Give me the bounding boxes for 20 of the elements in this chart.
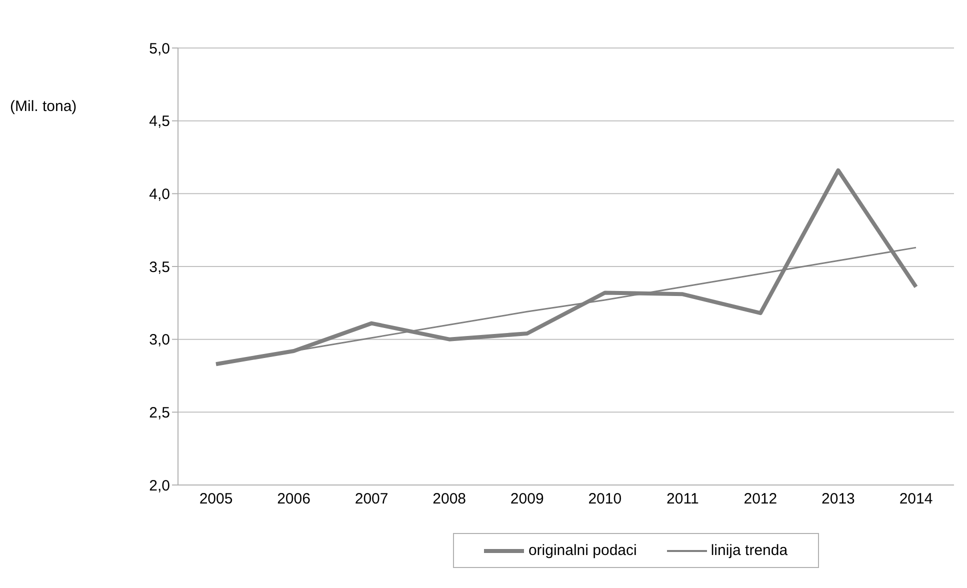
y-tick-label: 3,5 <box>149 258 170 276</box>
x-tick-label: 2007 <box>354 490 388 508</box>
x-tick-label: 2005 <box>199 490 233 508</box>
x-tick-label: 2010 <box>588 490 622 508</box>
y-tick-label: 4,0 <box>149 186 170 203</box>
legend-label: originalni podaci <box>528 542 637 559</box>
x-tick-label: 2014 <box>899 490 933 508</box>
x-tick-label: 2008 <box>432 490 466 508</box>
x-tick-label: 2006 <box>277 490 310 508</box>
y-tick-label: 2,5 <box>149 404 170 422</box>
x-tick-label: 2011 <box>666 490 699 508</box>
y-tick-label: 2,0 <box>149 477 170 494</box>
x-tick-label: 2013 <box>822 490 855 508</box>
legend-label: linija trenda <box>710 542 788 559</box>
y-axis-title: (Mil. tona) <box>10 98 77 115</box>
x-tick-label: 2009 <box>510 490 544 508</box>
y-tick-label: 4,5 <box>149 113 170 130</box>
y-tick-label: 5,0 <box>149 40 170 58</box>
x-tick-label: 2012 <box>744 490 778 508</box>
y-tick-label: 3,0 <box>149 332 170 349</box>
